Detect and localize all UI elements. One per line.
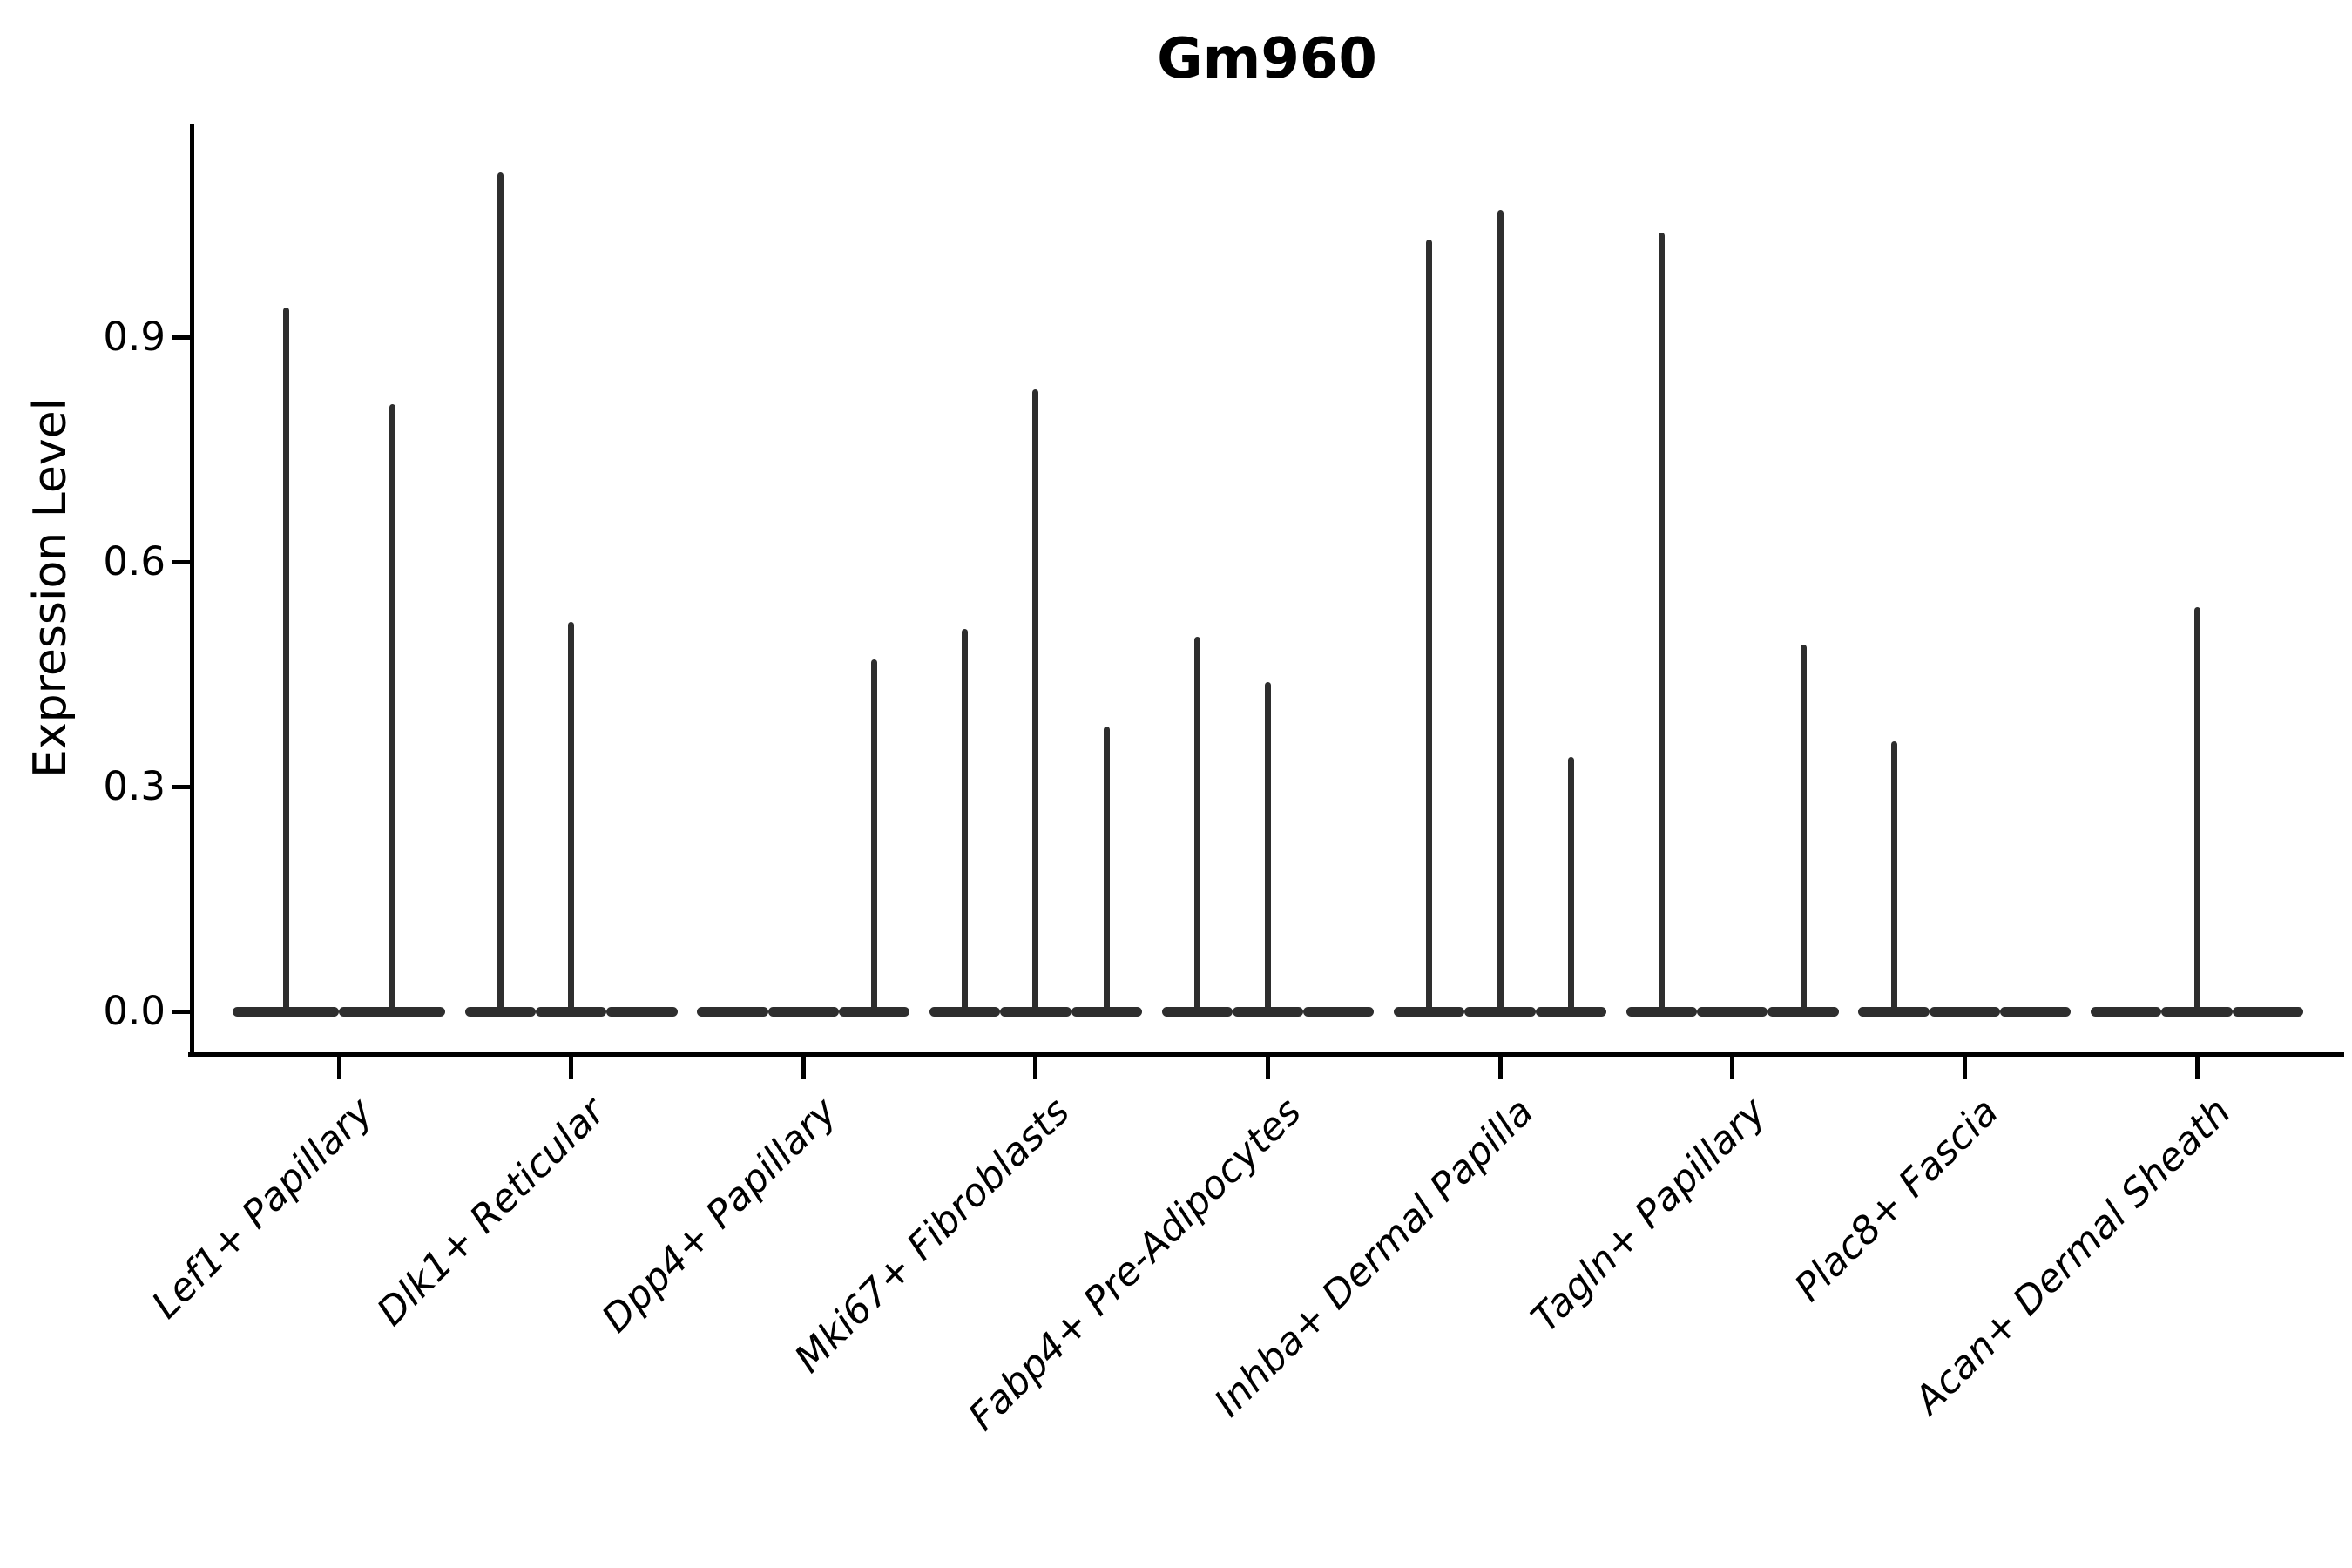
x-tick-label: Plac8+ Fascia: [1786, 1089, 2008, 1310]
violin-base: [339, 1006, 445, 1017]
violin-spike: [389, 404, 395, 1011]
violin-base: [1697, 1006, 1768, 1017]
violin-spike: [962, 629, 969, 1011]
violin-spike: [1426, 240, 1433, 1011]
violin-spike: [282, 307, 289, 1011]
violin-base: [1394, 1006, 1465, 1017]
x-tick: [1033, 1057, 1038, 1079]
plot-area: [188, 124, 2344, 1079]
violin-base: [1464, 1006, 1536, 1017]
violin-base: [2000, 1006, 2072, 1017]
violin-base: [767, 1006, 839, 1017]
violin-spike: [1032, 389, 1039, 1011]
x-tick-label: Dpp4+ Papillary: [593, 1089, 846, 1342]
violin-spike: [1265, 681, 1271, 1011]
x-tick: [1730, 1057, 1735, 1079]
violin-base: [1858, 1006, 1930, 1017]
x-tick-label: Tagln+ Papillary: [1523, 1089, 1775, 1342]
violin-base: [1625, 1006, 1698, 1017]
x-tick: [569, 1057, 574, 1079]
violin-spike: [1800, 644, 1807, 1011]
left-spine: [190, 124, 194, 1057]
bottom-spine: [188, 1052, 2344, 1057]
x-tick: [1497, 1057, 1503, 1079]
chart-title: Gm960: [1157, 27, 1377, 91]
y-tick-label: 0.6: [103, 538, 166, 585]
violin-spike: [1567, 756, 1574, 1011]
violin-base: [2091, 1006, 2162, 1017]
x-tick-label: Dlk1+ Reticular: [368, 1089, 614, 1335]
x-tick-label: Lef1+ Papillary: [143, 1089, 382, 1328]
violin-spike: [1193, 637, 1200, 1011]
violin-base: [1232, 1006, 1304, 1017]
violin-spike: [2193, 606, 2200, 1011]
violin-base: [1303, 1006, 1375, 1017]
violin-spike: [568, 621, 575, 1011]
x-tick: [801, 1057, 806, 1079]
y-tick-label: 0.0: [103, 988, 166, 1034]
x-tick: [1266, 1057, 1270, 1079]
violin-base: [233, 1006, 339, 1017]
y-tick-label: 0.3: [103, 763, 166, 809]
x-tick: [1962, 1057, 1967, 1079]
violin-base: [464, 1006, 536, 1017]
violin-base: [2161, 1006, 2233, 1017]
violin-spike: [1658, 232, 1665, 1011]
x-tick: [336, 1057, 341, 1079]
violin-base: [1929, 1006, 2001, 1017]
y-tick-label: 0.9: [103, 314, 166, 360]
y-tick: [172, 785, 193, 789]
violin-base: [1000, 1006, 1071, 1017]
violin-spike: [1890, 741, 1897, 1011]
violin-base: [1071, 1006, 1142, 1017]
y-tick: [172, 1010, 193, 1014]
x-tick: [2194, 1057, 2200, 1079]
violin-spike: [871, 659, 878, 1011]
y-tick: [172, 560, 193, 564]
violin-spike: [1103, 727, 1110, 1011]
violin-base: [1767, 1006, 1839, 1017]
violin-base: [1161, 1006, 1233, 1017]
violin-base: [929, 1006, 1001, 1017]
violin-base: [535, 1006, 607, 1017]
violin-base: [1535, 1006, 1607, 1017]
violin-base: [838, 1006, 910, 1017]
violin-base: [697, 1006, 768, 1017]
violin-base: [2232, 1006, 2303, 1017]
y-tick: [172, 335, 193, 340]
violin-spike: [497, 172, 504, 1011]
violin-base: [606, 1006, 678, 1017]
violin-spike: [1497, 209, 1504, 1011]
